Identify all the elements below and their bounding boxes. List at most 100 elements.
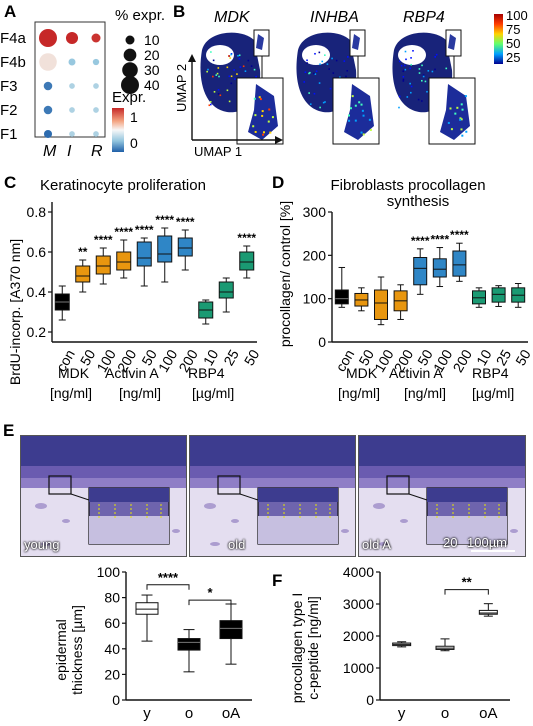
umap-point xyxy=(213,91,216,93)
panel-d-group-mdk: MDK xyxy=(346,365,378,381)
size-legend-dot-10 xyxy=(125,35,135,45)
umap-point xyxy=(253,68,256,71)
umap-point xyxy=(345,75,347,78)
umap-point xyxy=(421,100,423,102)
significance-label: **** xyxy=(237,231,256,245)
box xyxy=(136,241,152,267)
umap-point xyxy=(404,68,407,71)
y-tick-label: 300 xyxy=(303,204,327,220)
dot-f4b-i xyxy=(68,58,76,66)
panel-d-unit-rbp4: [µg/ml] xyxy=(472,385,514,401)
umap-point xyxy=(314,52,316,55)
gene-label-mdk: MDK xyxy=(214,9,251,26)
umap-inset-point xyxy=(460,103,463,106)
significance-label: * xyxy=(207,585,213,600)
umap-point xyxy=(445,67,448,70)
umap-point xyxy=(215,74,218,76)
umap-point xyxy=(398,95,401,98)
umap-point xyxy=(435,53,438,56)
umap-point xyxy=(209,100,212,103)
umap-point xyxy=(212,75,214,78)
expr-colorbar xyxy=(112,108,124,152)
umap-empty-region xyxy=(398,45,426,65)
dot-f4b-m xyxy=(39,53,57,71)
panel-f-ylabel-2: c-peptide [ng/ml] xyxy=(305,596,321,700)
panel-d-letter: D xyxy=(272,173,284,192)
dot-f2-r xyxy=(93,107,99,113)
row-label-f4a: F4a xyxy=(0,30,27,47)
panel-c-chart: C Keratinocyte proliferation BrdU-incorp… xyxy=(4,173,262,401)
umap-inset-point xyxy=(348,119,351,122)
panel-c-unit-rbp4: [µg/ml] xyxy=(192,385,234,401)
umap-point xyxy=(255,75,257,78)
umap-zoom-cluster xyxy=(352,34,360,50)
size-legend-dot-20 xyxy=(123,48,137,62)
box xyxy=(239,251,255,271)
umap-point xyxy=(339,76,341,79)
umap-point xyxy=(242,65,245,68)
scale-bar xyxy=(471,550,515,552)
umap-inset-point xyxy=(461,108,464,111)
significance-label: **** xyxy=(411,234,430,248)
dot-f3-i xyxy=(69,83,75,89)
umap-point xyxy=(315,70,318,73)
expr-tick-0: 0 xyxy=(130,135,138,151)
umap-point xyxy=(313,92,316,95)
x-tick-label: 50 xyxy=(355,347,377,369)
dot-f1-r xyxy=(93,131,99,137)
panel-c-group-mdk: MDK xyxy=(58,365,90,381)
col-label-i: I xyxy=(67,143,72,160)
y-tick-label: 0.4 xyxy=(27,284,47,300)
umap-point xyxy=(218,75,220,78)
x-tick-label: 10 xyxy=(200,347,222,369)
y-tick-label: 4000 xyxy=(343,564,374,580)
y-tick-label: 40 xyxy=(104,641,120,657)
size-legend-label-20: 20 xyxy=(144,47,160,63)
umap-inset-point xyxy=(351,95,354,98)
box xyxy=(177,638,201,651)
umap-point xyxy=(313,72,315,75)
umap-point xyxy=(228,55,230,57)
umap-point xyxy=(308,92,310,94)
box xyxy=(95,255,111,275)
umap-zoom-cluster xyxy=(448,34,456,50)
x-tick-label: o xyxy=(185,705,193,722)
umap-point xyxy=(217,88,220,91)
umap-point xyxy=(237,55,239,57)
umap-inset-point xyxy=(261,110,264,113)
umap-point xyxy=(346,69,349,72)
significance-label: **** xyxy=(450,228,469,242)
umap-inset-point xyxy=(461,134,464,137)
panel-d-ylabel: procollagen/ control [%] xyxy=(277,201,293,347)
umap-point xyxy=(318,51,321,54)
panel-c-title: Keratinocyte proliferation xyxy=(40,177,206,194)
significance-bracket xyxy=(444,589,489,595)
dot-f2-m xyxy=(43,105,53,115)
dot-f1-m xyxy=(43,129,53,139)
umap-point xyxy=(239,66,242,68)
y-tick-label: 0.6 xyxy=(27,244,47,260)
umap-point xyxy=(427,70,430,72)
size-legend-label-10: 10 xyxy=(144,32,160,48)
box xyxy=(177,237,193,257)
umap-inset-point xyxy=(459,118,462,121)
y-tick-label: 100 xyxy=(97,564,121,580)
umap-point xyxy=(318,82,321,84)
y-tick-label: 1000 xyxy=(343,660,374,676)
umap-inset-point xyxy=(369,128,372,131)
histology-old-a-label: old A xyxy=(362,537,391,552)
umap-cbar-tick-100: 100 xyxy=(506,8,528,23)
y-tick-label: 0.8 xyxy=(27,204,47,220)
umap-point xyxy=(238,57,241,60)
umap-inset-point xyxy=(268,108,271,111)
size-legend-title: % expr. xyxy=(115,7,165,24)
expr-tick-1: 1 xyxy=(130,109,138,125)
umap-point xyxy=(306,59,308,62)
umap-point xyxy=(402,75,405,78)
histology-young: young xyxy=(20,435,187,557)
y-tick-label: 0 xyxy=(112,692,120,708)
umap-point xyxy=(219,94,222,97)
panel-e-ylabel-1: epidermal xyxy=(53,619,69,680)
dot-f4a-m xyxy=(39,29,57,47)
